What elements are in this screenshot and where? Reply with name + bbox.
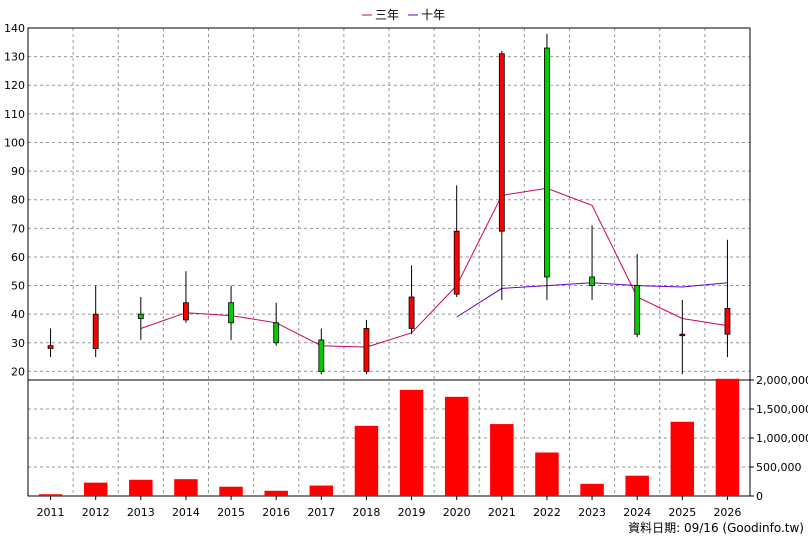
candle-body: [183, 302, 189, 321]
x-axis: 2011 2012 2013 2014 2015 2016 2017 2018 2019 2020…: [37, 496, 741, 519]
candle-body: [228, 302, 234, 324]
volume-tick-label: 1,000,000: [756, 432, 808, 445]
candle-body: [47, 345, 54, 349]
volume-bar: [444, 396, 469, 496]
candle-body: [273, 322, 280, 344]
candle-body: [544, 47, 550, 278]
candle-body: [589, 276, 595, 286]
price-tick-label: 30: [11, 337, 25, 350]
candle-body: [318, 339, 325, 372]
price-tick-label: 20: [11, 365, 25, 378]
x-tick-label: 2021: [488, 506, 516, 519]
volume-bar: [309, 485, 334, 496]
volume-tick-label: 1,500,000: [756, 403, 808, 416]
x-tick-label: 2015: [217, 506, 245, 519]
x-tick-label: 2023: [578, 506, 606, 519]
candle-body: [724, 308, 731, 335]
volume-panel: 0 500,000 1,000,000 1,500,000 2,000,000: [27, 374, 808, 503]
x-tick-label: 2014: [172, 506, 200, 519]
footer-date: 資料日期: 09/16 (Goodinfo.tw): [628, 521, 804, 535]
volume-bar: [580, 483, 604, 496]
volume-bar: [399, 389, 424, 496]
price-tick-label: 60: [11, 251, 25, 264]
x-tick-label: 2016: [262, 506, 290, 519]
volume-bar: [625, 475, 649, 496]
series-line-三年: [140, 187, 728, 348]
candle-body: [92, 313, 99, 349]
price-tick-label: 130: [4, 51, 25, 64]
volume-bar: [535, 452, 559, 496]
x-tick-label: 2011: [37, 506, 65, 519]
x-tick-label: 2025: [668, 506, 696, 519]
price-tick-label: 100: [4, 136, 25, 149]
x-tick-label: 2012: [82, 506, 110, 519]
price-tick-label: 80: [11, 194, 25, 207]
candle-body: [453, 230, 460, 295]
x-tick-label: 2020: [443, 506, 471, 519]
x-tick-label: 2018: [352, 506, 380, 519]
volume-bar: [129, 479, 153, 496]
candle-body: [634, 285, 641, 335]
x-tick-label: 2013: [127, 506, 155, 519]
volume-bar: [715, 378, 740, 496]
price-tick-label: 70: [11, 222, 25, 235]
legend-label-10yr: 十年: [421, 8, 445, 22]
volume-tick-label: 0: [756, 490, 763, 503]
price-tick-label: 50: [11, 280, 25, 293]
candle-body: [498, 53, 505, 232]
legend-label-3yr: 三年: [375, 8, 399, 22]
volume-bar: [219, 486, 243, 496]
legend: 三年 十年: [362, 8, 445, 22]
x-tick-label: 2017: [307, 506, 335, 519]
volume-bar: [670, 421, 695, 496]
price-tick-label: 40: [11, 308, 25, 321]
volume-tick-label: 2,000,000: [756, 374, 808, 387]
price-tick-label: 110: [4, 108, 25, 121]
volume-bar: [264, 490, 288, 496]
candle-body: [137, 313, 144, 319]
price-tick-label: 140: [4, 22, 25, 35]
volume-bar: [83, 482, 108, 496]
candle-body: [679, 333, 686, 337]
x-tick-label: 2019: [398, 506, 426, 519]
volume-bar: [174, 479, 198, 496]
x-tick-label: 2024: [623, 506, 651, 519]
price-panel: 20 30 40 50 60 70 80 90 100 110 120 130 140: [4, 22, 751, 496]
x-tick-label: 2022: [533, 506, 561, 519]
volume-bar: [490, 424, 514, 496]
volume-tick-label: 500,000: [756, 461, 802, 474]
candle-body: [363, 328, 370, 372]
candle-body: [408, 296, 415, 329]
price-tick-label: 90: [11, 165, 25, 178]
price-tick-label: 120: [4, 79, 25, 92]
x-tick-label: 2026: [713, 506, 741, 519]
volume-bar: [38, 494, 63, 496]
volume-bar: [354, 425, 379, 496]
volume-panel-frame: [27, 379, 751, 497]
